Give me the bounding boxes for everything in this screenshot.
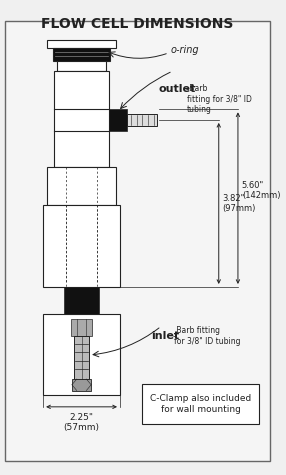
- Text: 2.25"
(57mm): 2.25" (57mm): [63, 413, 100, 432]
- Text: 5.60"
(142mm): 5.60" (142mm): [242, 181, 280, 200]
- Text: FLOW CELL DIMENSIONS: FLOW CELL DIMENSIONS: [41, 17, 233, 31]
- Bar: [57, 61, 106, 71]
- Bar: [71, 319, 92, 336]
- Bar: [74, 336, 89, 379]
- Bar: [47, 40, 116, 48]
- Text: inlet: inlet: [152, 331, 180, 341]
- Text: 3.82"
(97mm): 3.82" (97mm): [223, 194, 256, 213]
- Bar: [64, 287, 99, 314]
- Text: Barb fitting
for 3/8" ID tubing: Barb fitting for 3/8" ID tubing: [174, 326, 240, 345]
- Bar: [47, 167, 116, 205]
- Bar: [109, 109, 127, 131]
- Text: -: -: [185, 85, 189, 95]
- Text: outlet: outlet: [158, 85, 196, 95]
- Bar: [53, 48, 110, 61]
- Bar: [72, 379, 91, 390]
- Text: o-ring: o-ring: [171, 45, 199, 55]
- Bar: [43, 205, 120, 287]
- Bar: [127, 114, 157, 126]
- Bar: [43, 314, 120, 395]
- Bar: [142, 384, 259, 424]
- Text: C-Clamp also included
for wall mounting: C-Clamp also included for wall mounting: [150, 394, 251, 414]
- Bar: [53, 48, 110, 61]
- Text: Barb
fitting for 3/8" ID
tubing: Barb fitting for 3/8" ID tubing: [187, 85, 252, 114]
- Text: -: -: [173, 331, 176, 341]
- Bar: [54, 71, 109, 167]
